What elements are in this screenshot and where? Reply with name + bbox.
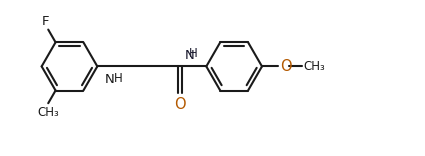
Text: CH₃: CH₃	[37, 106, 59, 119]
Text: F: F	[42, 15, 50, 28]
Text: CH₃: CH₃	[304, 60, 326, 73]
Text: O: O	[174, 97, 185, 112]
Text: H: H	[189, 47, 198, 60]
Text: H: H	[113, 72, 122, 85]
Text: N: N	[105, 73, 115, 86]
Text: N: N	[184, 49, 194, 62]
Text: O: O	[280, 59, 292, 74]
